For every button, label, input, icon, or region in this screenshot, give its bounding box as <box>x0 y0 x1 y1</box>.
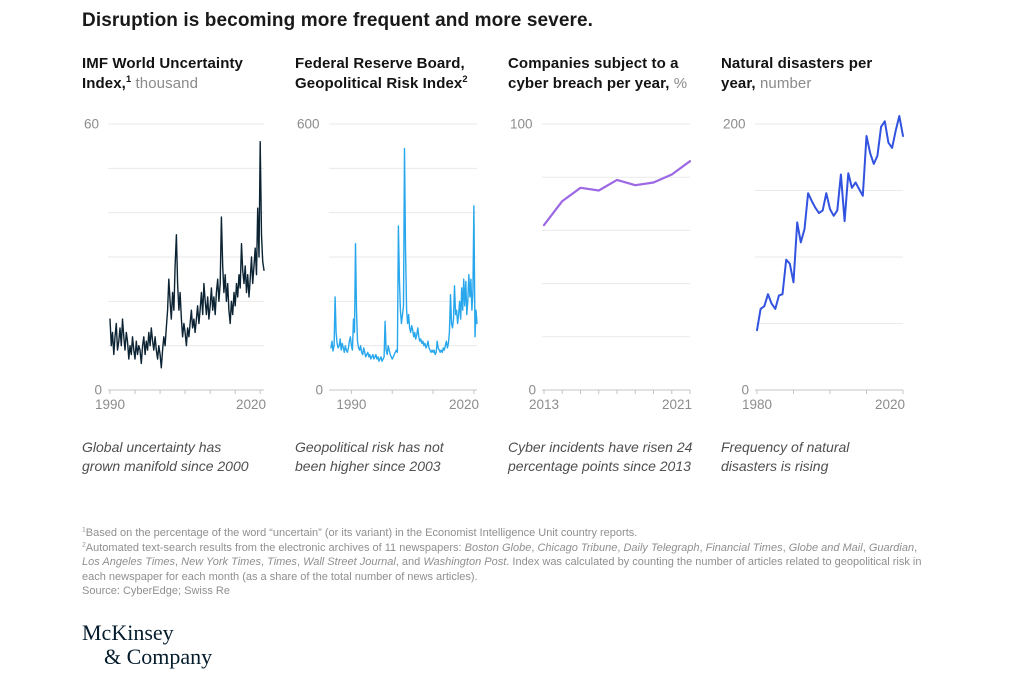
svg-text:0: 0 <box>315 383 323 398</box>
chart-title-geopolitical-risk: Federal Reserve Board, Geopolitical Risk… <box>295 55 468 92</box>
svg-text:2020: 2020 <box>236 397 266 412</box>
charts-row: IMF World Uncertainty Index,1 thousand 6… <box>82 54 1024 476</box>
chart-caption-geopolitical-risk: Geopolitical risk has not been higher si… <box>295 439 444 474</box>
logo-line-2: & Company <box>104 643 213 669</box>
svg-text:0: 0 <box>94 383 102 398</box>
svg-text:2021: 2021 <box>662 397 692 412</box>
chart-title-uncertainty-index: IMF World Uncertainty Index,1 thousand <box>82 55 243 92</box>
line-chart-geopolitical-risk: 600 0 1990 2020 <box>297 117 479 413</box>
svg-text:2020: 2020 <box>449 397 479 412</box>
chart-caption-uncertainty-index: Global uncertainty has grown manifold si… <box>82 439 249 474</box>
chart-column-uncertainty-index: IMF World Uncertainty Index,1 thousand 6… <box>82 54 268 476</box>
svg-text:2020: 2020 <box>875 397 905 412</box>
mckinsey-logo: McKinsey & Company <box>82 619 1024 669</box>
svg-text:100: 100 <box>510 117 533 132</box>
chart-caption-natural-disasters: Frequency of natural disasters is rising <box>721 439 850 474</box>
svg-text:0: 0 <box>528 383 536 398</box>
chart-column-natural-disasters: Natural disasters per year, number 200 0 1… <box>721 54 907 476</box>
svg-text:200: 200 <box>723 117 746 132</box>
chart-title-cyber-breach: Companies subject to a cyber breach per … <box>508 55 688 92</box>
svg-text:0: 0 <box>741 383 749 398</box>
svg-text:60: 60 <box>84 117 99 132</box>
chart-title-natural-disasters: Natural disasters per year, number <box>721 55 873 92</box>
svg-text:600: 600 <box>297 117 320 132</box>
logo-line-1: McKinsey <box>82 619 174 645</box>
source-line: Source: CyberEdge; Swiss Re <box>82 585 230 597</box>
footnote-2: 2Automated text-search results from the … <box>82 540 922 583</box>
svg-text:1980: 1980 <box>742 397 772 412</box>
svg-text:2013: 2013 <box>529 397 559 412</box>
page-title: Disruption is becoming more frequent and… <box>82 10 594 31</box>
chart-column-cyber-breach: Companies subject to a cyber breach per … <box>508 54 694 476</box>
footnote-1: 1Based on the percentage of the word “un… <box>82 526 638 539</box>
svg-text:1990: 1990 <box>95 397 125 412</box>
svg-text:1990: 1990 <box>336 397 366 412</box>
chart-column-geopolitical-risk: Federal Reserve Board, Geopolitical Risk… <box>295 54 481 476</box>
chart-caption-cyber-breach: Cyber incidents have risen 24 percentage… <box>508 439 693 474</box>
footnotes-block: 1Based on the percentage of the word “un… <box>82 526 927 599</box>
